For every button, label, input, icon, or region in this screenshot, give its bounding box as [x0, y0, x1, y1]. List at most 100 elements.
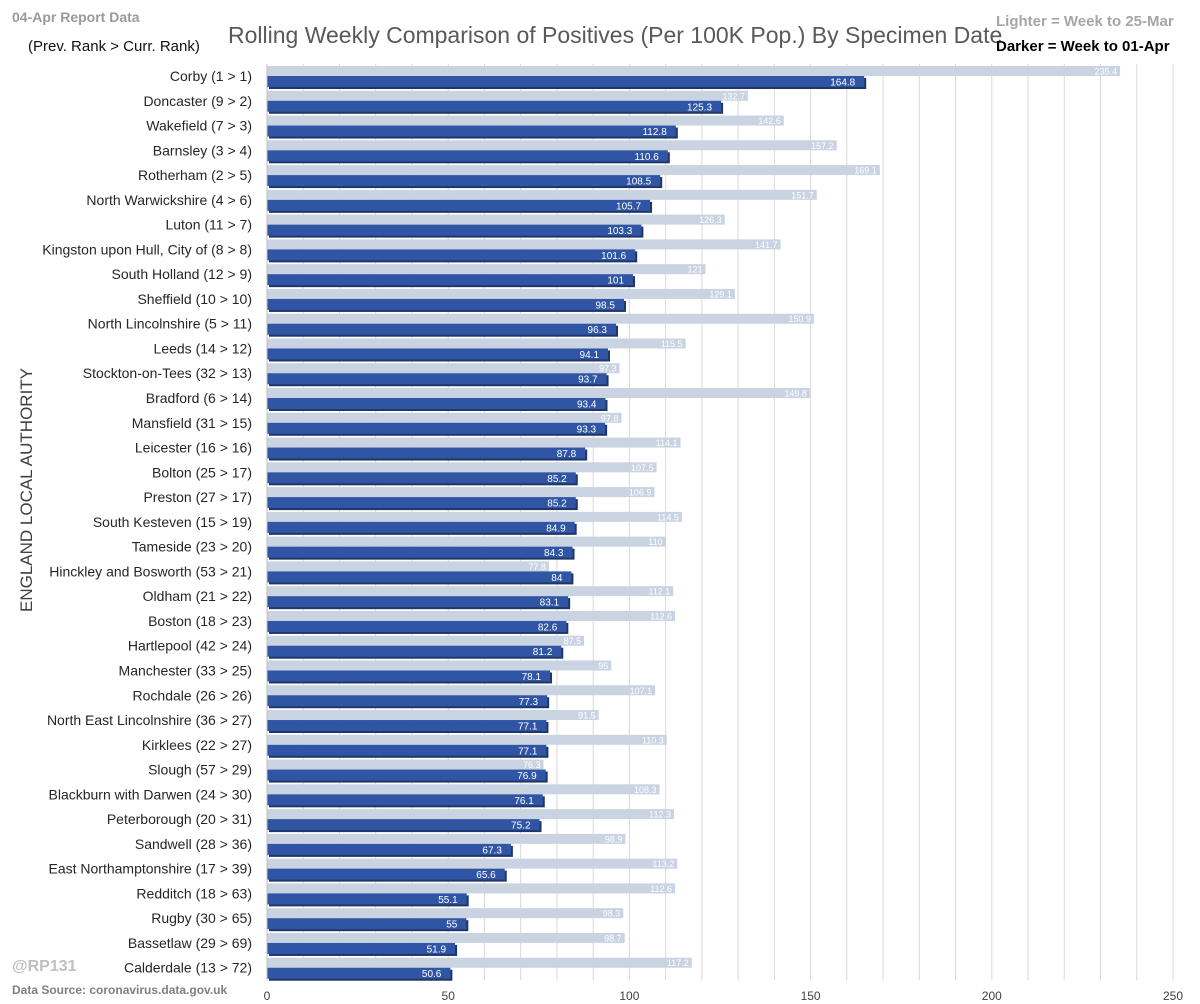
bar-label-week-01-apr: 50.6 — [422, 969, 442, 980]
bar-label-week-01-apr: 93.3 — [577, 424, 597, 435]
bar-week-25-mar — [267, 487, 655, 498]
bar-label-week-01-apr: 82.6 — [538, 622, 558, 633]
bar-week-01-apr — [267, 348, 609, 360]
bar-label-week-25-mar: 98.7 — [604, 933, 622, 943]
category-label: Wakefield (7 > 3) — [146, 118, 252, 134]
bar-week-01-apr — [267, 199, 651, 211]
bar-label-week-25-mar: 108.3 — [634, 785, 657, 795]
bar-label-week-01-apr: 51.9 — [427, 944, 447, 955]
bar-week-01-apr — [267, 298, 624, 310]
bar-label-week-01-apr: 77.1 — [518, 722, 538, 733]
x-tick-label: 0 — [264, 989, 271, 1003]
bar-week-01-apr — [267, 274, 634, 286]
bar-label-week-01-apr: 87.8 — [557, 449, 577, 460]
category-label: Barnsley (3 > 4) — [153, 142, 252, 158]
bar-label-week-25-mar: 77.8 — [528, 562, 546, 572]
bar-week-01-apr — [267, 868, 505, 880]
bar-week-01-apr — [267, 422, 606, 434]
category-label: Doncaster (9 > 2) — [143, 93, 252, 109]
bar-week-01-apr — [267, 521, 575, 533]
bar-week-01-apr — [267, 497, 576, 509]
bar-week-25-mar — [267, 239, 781, 250]
bar-label-week-01-apr: 101 — [607, 276, 624, 287]
chart-title: Rolling Weekly Comparison of Positives (… — [228, 22, 1003, 48]
bar-label-week-25-mar: 97.3 — [599, 364, 617, 374]
x-tick-label: 50 — [442, 989, 456, 1003]
category-label: North Lincolnshire (5 > 11) — [88, 316, 252, 332]
bar-label-week-25-mar: 113.2 — [652, 859, 674, 869]
bar-week-25-mar — [267, 610, 676, 621]
x-tick-label: 250 — [1163, 989, 1183, 1003]
bar-label-week-25-mar: 95 — [598, 661, 608, 671]
bar-week-25-mar — [267, 908, 624, 919]
category-label: North East Lincolnshire (36 > 27) — [47, 712, 252, 728]
bar-week-25-mar — [267, 313, 814, 324]
category-label: North Warwickshire (4 > 6) — [86, 192, 252, 208]
bar-week-25-mar — [267, 462, 657, 473]
report-date-label: 04-Apr Report Data — [12, 9, 140, 25]
bar-week-25-mar — [267, 957, 692, 968]
bar-week-01-apr — [267, 918, 467, 930]
bar-week-25-mar — [267, 586, 674, 597]
data-source: Data Source: coronavirus.data.gov.uk — [12, 983, 228, 997]
bar-label-week-01-apr: 98.5 — [595, 300, 615, 311]
bar-label-week-01-apr: 77.3 — [519, 697, 539, 708]
bar-week-01-apr — [267, 76, 865, 87]
bar-label-week-25-mar: 106.9 — [629, 488, 652, 498]
bar-week-25-mar — [267, 734, 667, 745]
bar-week-01-apr — [267, 670, 551, 682]
bar-label-week-01-apr: 96.3 — [588, 325, 608, 336]
category-label: Leicester (16 > 16) — [135, 440, 252, 456]
bar-label-week-01-apr: 93.7 — [578, 375, 598, 386]
bar-week-01-apr — [267, 695, 548, 707]
bar-week-01-apr — [267, 571, 572, 583]
bar-label-week-01-apr: 164.8 — [830, 78, 855, 89]
bar-label-week-25-mar: 235.4 — [1095, 67, 1118, 77]
bar-label-week-01-apr: 110.6 — [635, 152, 660, 163]
bar-label-week-25-mar: 112.6 — [650, 884, 672, 894]
bar-week-01-apr — [267, 967, 451, 979]
bar-week-01-apr — [267, 720, 547, 732]
bar-label-week-01-apr: 101.6 — [601, 251, 626, 262]
bar-week-25-mar — [267, 635, 585, 646]
bar-week-01-apr — [267, 125, 676, 137]
author-watermark: @RP131 — [12, 958, 77, 975]
bar-week-25-mar — [267, 115, 784, 126]
bar-label-week-25-mar: 97.8 — [601, 413, 619, 423]
bar-week-01-apr — [267, 398, 606, 410]
bar-label-week-25-mar: 76.3 — [523, 760, 541, 770]
bar-label-week-25-mar: 110 — [648, 537, 662, 547]
bar-label-week-01-apr: 78.1 — [522, 672, 542, 683]
bar-label-week-01-apr: 81.2 — [533, 647, 553, 658]
bar-label-week-01-apr: 94.1 — [580, 350, 600, 361]
category-label: Bolton (25 > 17) — [152, 464, 252, 480]
bar-label-week-01-apr: 85.2 — [547, 499, 567, 510]
bar-week-25-mar — [267, 536, 666, 547]
category-label: Mansfield (31 > 15) — [132, 415, 252, 431]
bar-week-25-mar — [267, 858, 678, 869]
bar-week-01-apr — [267, 323, 616, 335]
category-label: Boston (18 > 23) — [148, 613, 252, 629]
bar-week-25-mar — [267, 388, 810, 399]
bar-label-week-25-mar: 150.9 — [788, 314, 811, 324]
bar-label-week-01-apr: 84.3 — [544, 548, 564, 559]
x-tick-label: 100 — [619, 989, 639, 1003]
bar-week-25-mar — [267, 363, 620, 374]
bar-label-week-25-mar: 107.5 — [631, 463, 654, 473]
bar-label-week-25-mar: 142.6 — [758, 116, 781, 126]
category-label: Corby (1 > 1) — [170, 68, 252, 84]
bar-week-25-mar — [267, 932, 625, 943]
category-label: Preston (27 > 17) — [143, 489, 252, 505]
bar-label-week-25-mar: 121 — [687, 265, 702, 275]
bar-label-week-01-apr: 125.3 — [687, 102, 712, 113]
bar-label-week-01-apr: 84 — [551, 573, 563, 584]
bar-week-25-mar — [267, 412, 622, 423]
category-label: Kirklees (22 > 27) — [142, 737, 252, 753]
category-label: Stockton-on-Tees (32 > 13) — [83, 365, 252, 381]
bar-week-25-mar — [267, 833, 626, 844]
category-label: Oldham (21 > 22) — [143, 588, 252, 604]
bar-label-week-25-mar: 114.5 — [657, 512, 679, 522]
bar-week-25-mar — [267, 264, 706, 275]
bar-week-01-apr — [267, 843, 511, 855]
